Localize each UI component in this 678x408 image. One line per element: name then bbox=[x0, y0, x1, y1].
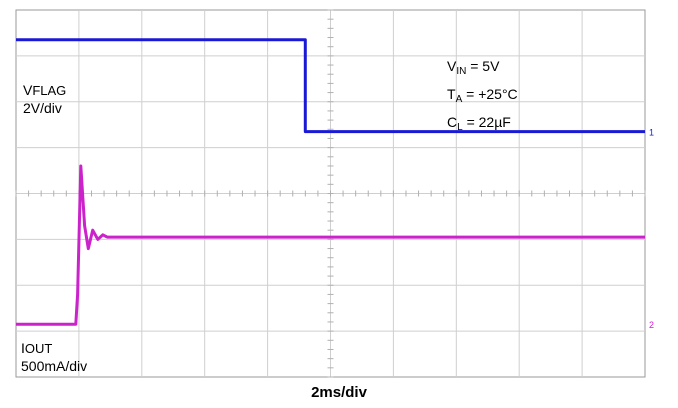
vflag-scale: 2V/div bbox=[23, 100, 62, 116]
ch1-marker: 1 bbox=[649, 128, 654, 138]
x-axis-label: 2ms/div bbox=[311, 384, 367, 401]
vflag-label: VFLAG bbox=[23, 82, 67, 98]
traces bbox=[16, 38, 645, 326]
iout-label: IOUT bbox=[21, 340, 53, 356]
ta-label: TA = +25°C bbox=[447, 86, 518, 105]
ch2-marker: 2 bbox=[649, 320, 654, 330]
trace-ch1 bbox=[16, 38, 645, 134]
grid bbox=[15, 9, 646, 378]
trace-ch2 bbox=[16, 164, 645, 326]
channel-markers: 12 bbox=[649, 128, 654, 331]
cl-label: CL = 22µF bbox=[447, 114, 511, 133]
iout-scale: 500mA/div bbox=[21, 358, 88, 374]
vin-label: VIN = 5V bbox=[447, 58, 500, 77]
